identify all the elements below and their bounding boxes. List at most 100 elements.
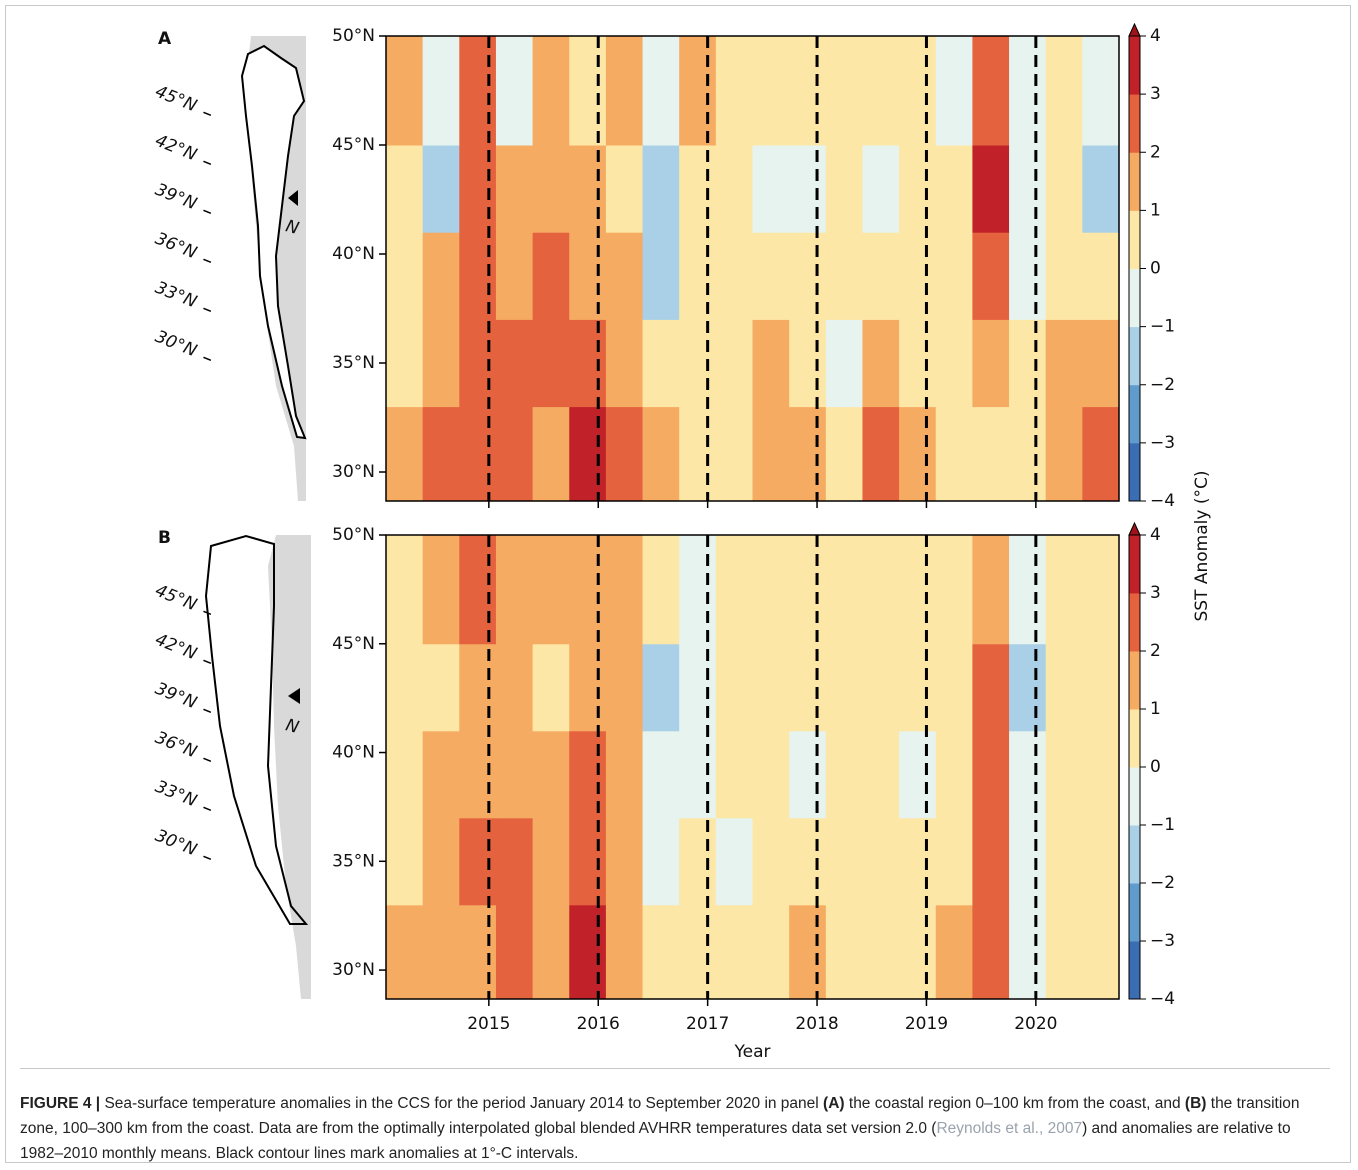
cell <box>642 817 680 906</box>
cell <box>459 904 497 1000</box>
cell <box>935 406 973 502</box>
cell <box>1009 817 1047 906</box>
cell <box>569 319 607 408</box>
map-latitude: 36°N <box>152 229 212 264</box>
cell <box>569 232 607 320</box>
cell <box>1009 730 1047 819</box>
colorbar-swatch <box>1129 767 1140 826</box>
cell <box>422 730 460 819</box>
y-tick-label: 50°N <box>332 525 375 545</box>
cell <box>459 319 497 408</box>
colorbar-swatch <box>1129 268 1140 328</box>
map-label: 45°N <box>152 82 199 117</box>
cell <box>459 730 497 819</box>
cell <box>1045 145 1083 233</box>
cell <box>825 36 863 146</box>
colorbar-tick-label: −1 <box>1150 815 1175 835</box>
map-label: 42°N <box>152 131 199 166</box>
map-latitude: 39°N <box>152 679 212 713</box>
y-tick-label: 45°N <box>332 135 375 155</box>
y-tick-label: 35°N <box>332 353 375 373</box>
cell <box>642 535 680 645</box>
colorbar-swatch <box>1129 94 1140 153</box>
cell <box>459 145 497 233</box>
cell <box>1009 319 1047 408</box>
map-label-tick <box>203 111 212 117</box>
colorbar-tick-label: 2 <box>1150 641 1161 661</box>
cell <box>495 36 534 146</box>
cell <box>972 319 1010 408</box>
cell <box>789 904 827 1000</box>
cell <box>386 643 424 732</box>
panel-label: B <box>158 528 171 548</box>
cell <box>422 817 460 906</box>
plot-frame <box>385 534 1120 1000</box>
cell <box>459 535 497 645</box>
cell <box>862 232 900 320</box>
caption-reference[interactable]: Reynolds et al., 2007 <box>936 1120 1083 1137</box>
map-label-tick <box>203 209 212 215</box>
cell <box>642 145 680 233</box>
cell <box>422 232 460 320</box>
cell <box>899 145 937 233</box>
map-label: 45°N <box>152 581 199 616</box>
cell <box>605 643 644 732</box>
cell <box>605 904 644 1000</box>
colorbar-tick-label: 2 <box>1150 142 1161 162</box>
cell <box>569 535 607 645</box>
caption-text: ) and anomalies are relative to 1982–201… <box>20 1120 1291 1162</box>
cell <box>495 535 534 645</box>
cell <box>1082 319 1120 408</box>
cell <box>605 319 644 408</box>
cell <box>972 535 1010 645</box>
colorbar-tick-label: −4 <box>1150 989 1175 1009</box>
colorbar-swatch <box>1129 941 1140 1000</box>
cell <box>752 535 790 645</box>
cell <box>752 904 790 1000</box>
map-label: 36°N <box>152 229 199 264</box>
x-tick-label: 2018 <box>795 1014 838 1034</box>
colorbar-tick-label: 4 <box>1150 26 1161 46</box>
y-tick-label: 35°N <box>332 851 375 871</box>
cell <box>1009 232 1047 320</box>
cell <box>935 643 973 732</box>
cell <box>862 730 900 819</box>
cell <box>605 36 644 146</box>
x-tick-label: 2017 <box>686 1014 729 1034</box>
map-label: 39°N <box>152 180 199 215</box>
cell <box>386 535 424 645</box>
cell <box>899 817 937 906</box>
colorbar-swatch <box>1129 593 1140 652</box>
cell <box>532 319 570 408</box>
colorbar-tick-label: 0 <box>1150 757 1161 777</box>
cell <box>569 145 607 233</box>
cell <box>715 36 753 146</box>
cell <box>642 232 680 320</box>
cell <box>752 232 790 320</box>
colorbar-swatch <box>1129 384 1140 444</box>
map-label-tick <box>203 806 212 812</box>
colorbar-swatch <box>1129 152 1140 211</box>
colorbar-swatch <box>1129 883 1140 942</box>
cell <box>422 904 460 1000</box>
map-a <box>240 36 307 501</box>
cell <box>899 730 937 819</box>
cell <box>862 145 900 233</box>
map-latitude: 36°N <box>152 728 212 762</box>
map-label: 42°N <box>152 630 199 665</box>
map-b <box>204 534 311 999</box>
x-axis-label: Year <box>734 1042 771 1062</box>
cell <box>642 904 680 1000</box>
cell <box>825 730 863 819</box>
cell <box>752 406 790 502</box>
map-label-tick <box>203 307 212 313</box>
y-tick-label: 40°N <box>332 743 375 763</box>
colorbar-tick-label: −2 <box>1150 375 1175 395</box>
cell <box>495 406 534 502</box>
caption-text: (B) <box>1184 1095 1207 1112</box>
cell <box>605 730 644 819</box>
cell <box>386 904 424 1000</box>
cell <box>605 535 644 645</box>
cell <box>569 406 607 502</box>
cell <box>532 730 570 819</box>
